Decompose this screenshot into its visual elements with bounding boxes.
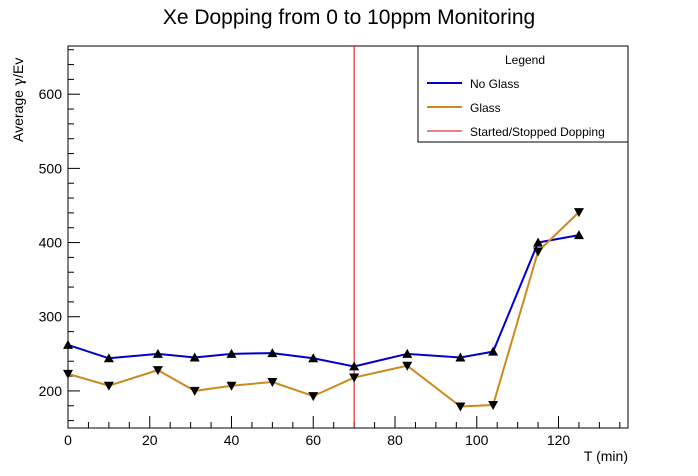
data-point-glass <box>402 361 413 371</box>
data-point-glass <box>189 386 200 396</box>
x-tick-label: 20 <box>142 432 158 448</box>
y-tick-label: 300 <box>39 309 63 325</box>
x-tick-label: 60 <box>305 432 321 448</box>
y-tick-label: 400 <box>39 235 63 251</box>
y-tick-label: 500 <box>39 160 63 176</box>
data-point-glass <box>488 401 499 411</box>
data-point-glass <box>308 392 319 402</box>
legend-label-glass: Glass <box>470 101 501 115</box>
data-point-glass <box>103 381 114 391</box>
y-tick-label: 600 <box>39 86 63 102</box>
data-point-no-glass <box>267 348 278 358</box>
data-point-no-glass <box>488 346 499 356</box>
legend-label-no-glass: No Glass <box>470 77 519 91</box>
data-point-no-glass <box>152 348 163 358</box>
data-point-glass <box>226 381 237 391</box>
data-point-no-glass <box>103 353 114 363</box>
series-line-no-glass <box>67 234 580 368</box>
data-point-glass <box>349 373 360 383</box>
chart-title: Xe Dopping from 0 to 10ppm Monitoring <box>163 6 535 29</box>
data-point-no-glass <box>63 339 73 349</box>
data-point-glass <box>573 208 584 218</box>
data-point-no-glass <box>402 348 413 358</box>
x-tick-label: 0 <box>64 432 72 448</box>
data-point-glass <box>267 378 278 388</box>
legend: Legend No Glass Glass Started/Stopped Do… <box>417 45 629 143</box>
data-point-no-glass <box>189 352 200 362</box>
plot-area: 0 20 40 60 80 100 120 200 300 400 500 600 <box>39 45 629 448</box>
data-point-glass <box>533 247 544 257</box>
data-point-glass <box>152 366 163 376</box>
data-point-glass <box>455 402 466 412</box>
legend-box <box>417 45 629 143</box>
data-point-no-glass <box>455 352 466 362</box>
x-tick-label: 80 <box>387 432 403 448</box>
data-point-no-glass <box>308 353 319 363</box>
y-axis-label-gamma: γ <box>11 78 27 86</box>
data-point-no-glass <box>349 361 360 371</box>
x-axis-label: T (min) <box>584 448 628 464</box>
x-tick-label: 40 <box>224 432 240 448</box>
legend-label-dopping: Started/Stopped Dopping <box>470 125 605 139</box>
y-axis-label-tail: /Ev <box>10 58 26 78</box>
x-tick-label: 100 <box>465 432 489 448</box>
legend-title: Legend <box>505 53 545 67</box>
y-tick-label: 200 <box>39 383 63 399</box>
y-axis-label-main: Average <box>10 86 26 142</box>
series-line-glass <box>67 211 580 408</box>
data-point-glass <box>63 369 73 379</box>
data-point-no-glass <box>573 230 584 240</box>
plot-frame <box>67 45 629 429</box>
data-point-no-glass <box>226 348 237 358</box>
data-point-no-glass <box>533 237 544 247</box>
y-axis-label: Average γ/Ev <box>10 58 27 142</box>
x-tick-label: 120 <box>547 432 571 448</box>
